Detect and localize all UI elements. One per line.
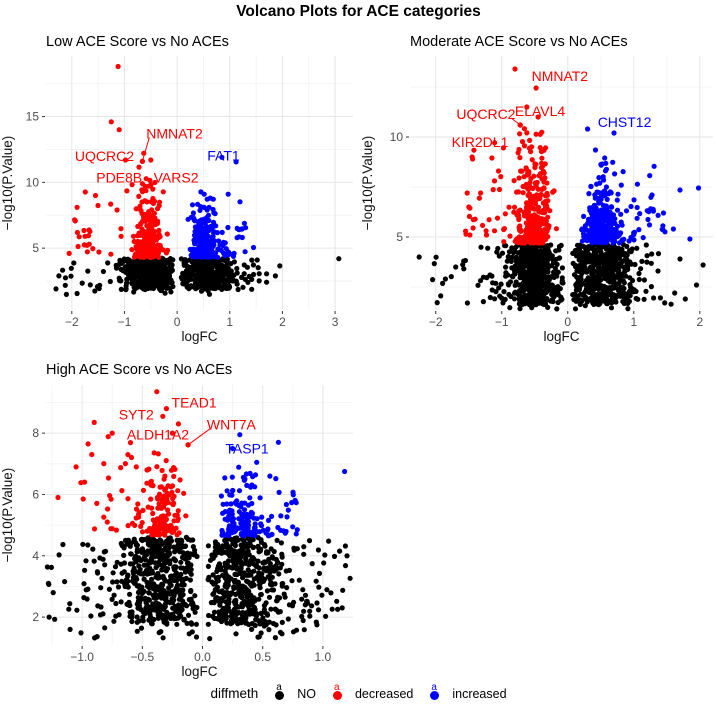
- scatter-points: [53, 63, 342, 297]
- x-tick-label: 2: [279, 315, 286, 329]
- gene-label-uqcrc2: UQCRC2: [456, 106, 515, 122]
- x-tick-label: −2: [65, 315, 79, 329]
- scatter-points: [44, 389, 353, 642]
- x-axis-title: logFC: [181, 664, 217, 679]
- gene-label-elavl4: ELAVL4: [515, 103, 566, 119]
- legend-title: diffmeth: [210, 686, 259, 701]
- panel-high-ace: −1.0 −0.5 0.0 0.5 1.0 2 4 6 8 logFC −log10(P.Value…: [0, 362, 353, 679]
- x-axis-title: logFC: [543, 329, 579, 344]
- gene-label-pde8b: PDE8B: [96, 170, 142, 186]
- y-tick-label: 10: [26, 175, 40, 189]
- y-tick-label: 8: [32, 426, 39, 440]
- x-tick-label: 0.5: [254, 650, 271, 664]
- x-tick-label: 3: [332, 315, 339, 329]
- scatter-points: [416, 66, 706, 312]
- x-tick-label: 2: [696, 315, 703, 329]
- legend-label-no: NO: [297, 686, 316, 701]
- gene-label-chst12: CHST12: [598, 114, 652, 130]
- figure-title: Volcano Plots for ACE categories: [236, 3, 481, 20]
- x-tick-label: 1: [630, 315, 637, 329]
- axes: −2 −1 0 1 2 5 10 logFC −log10(P.Value) Moderate A…: [360, 34, 703, 344]
- x-tick-label: 1: [226, 315, 233, 329]
- gene-label-tasp1: TASP1: [225, 440, 269, 456]
- x-tick-label: −1: [495, 315, 509, 329]
- panel-title: Moderate ACE Score vs No ACEs: [410, 34, 628, 50]
- x-axis-title: logFC: [181, 329, 217, 344]
- panel-low-ace: −2 −1 0 1 2 3 5 10 15 logFC −log10(P.Value) Low ACE…: [0, 34, 353, 344]
- point-key-icon: a: [428, 683, 441, 701]
- gene-label-wnt7a: WNT7A: [207, 417, 257, 433]
- x-tick-label: −1.0: [70, 650, 94, 664]
- gene-label-aldh1a2: ALDH1A2: [127, 427, 189, 443]
- panel-title: High ACE Score vs No ACEs: [46, 362, 232, 378]
- y-tick-label: 4: [32, 549, 39, 563]
- gene-labels: TEAD1 SYT2 WNT7A ALDH1A2 TASP1: [119, 394, 269, 456]
- legend-item-increased: a increased: [428, 683, 507, 701]
- x-tick-label: 0: [564, 315, 571, 329]
- y-axis-title: −log10(P.Value): [0, 136, 15, 230]
- legend-label-increased: increased: [452, 686, 507, 701]
- axes: −2 −1 0 1 2 3 5 10 15 logFC −log10(P.Value) Low ACE…: [0, 34, 339, 344]
- y-tick-label: 15: [26, 110, 40, 124]
- point-key-icon: a: [331, 683, 344, 701]
- gene-label-vars2: VARS2: [154, 170, 199, 186]
- gene-labels: NMNAT2 UQCRC2 ELAVL4 CHST12 KIR2DL1: [452, 68, 652, 150]
- axes: −1.0 −0.5 0.0 0.5 1.0 2 4 6 8 logFC −log10(P.Value…: [0, 362, 332, 679]
- y-tick-label: 2: [32, 610, 39, 624]
- x-tick-label: 0.0: [194, 650, 211, 664]
- y-axis-title: −log10(P.Value): [0, 468, 15, 562]
- y-tick-label: 5: [32, 241, 39, 255]
- gene-label-uqcrc2: UQCRC2: [75, 148, 134, 164]
- diffmeth-legend: diffmeth a NO a decreased a increased: [0, 683, 717, 702]
- y-tick-label: 10: [390, 130, 404, 144]
- x-tick-label: 0: [174, 315, 181, 329]
- y-tick-label: 5: [396, 230, 403, 244]
- x-tick-label: −2: [429, 315, 443, 329]
- gene-label-fat1: FAT1: [207, 147, 240, 163]
- x-tick-label: 1.0: [315, 650, 332, 664]
- gene-label-syt2: SYT2: [119, 407, 154, 423]
- gene-label-nmnat2: NMNAT2: [532, 68, 589, 84]
- x-tick-label: −0.5: [130, 650, 154, 664]
- gene-label-tead1: TEAD1: [172, 394, 217, 410]
- legend-item-no: a NO: [273, 683, 316, 701]
- legend-item-decreased: a decreased: [331, 683, 414, 701]
- gene-label-kir2dl1: KIR2DL1: [452, 134, 509, 150]
- y-tick-label: 6: [32, 487, 39, 501]
- x-tick-label: −1: [118, 315, 132, 329]
- panel-title: Low ACE Score vs No ACEs: [46, 34, 229, 50]
- gene-labels: NMNAT2 UQCRC2 PDE8B VARS2 FAT1: [75, 126, 240, 186]
- panel-moderate-ace: −2 −1 0 1 2 5 10 logFC −log10(P.Value) Moderate A…: [360, 34, 713, 344]
- point-key-icon: a: [273, 683, 286, 701]
- grid-minor: [410, 56, 713, 310]
- y-axis-title: −log10(P.Value): [360, 136, 375, 230]
- grid-major: [410, 56, 713, 310]
- gene-label-nmnat2: NMNAT2: [146, 126, 203, 142]
- legend-label-decreased: decreased: [354, 686, 414, 701]
